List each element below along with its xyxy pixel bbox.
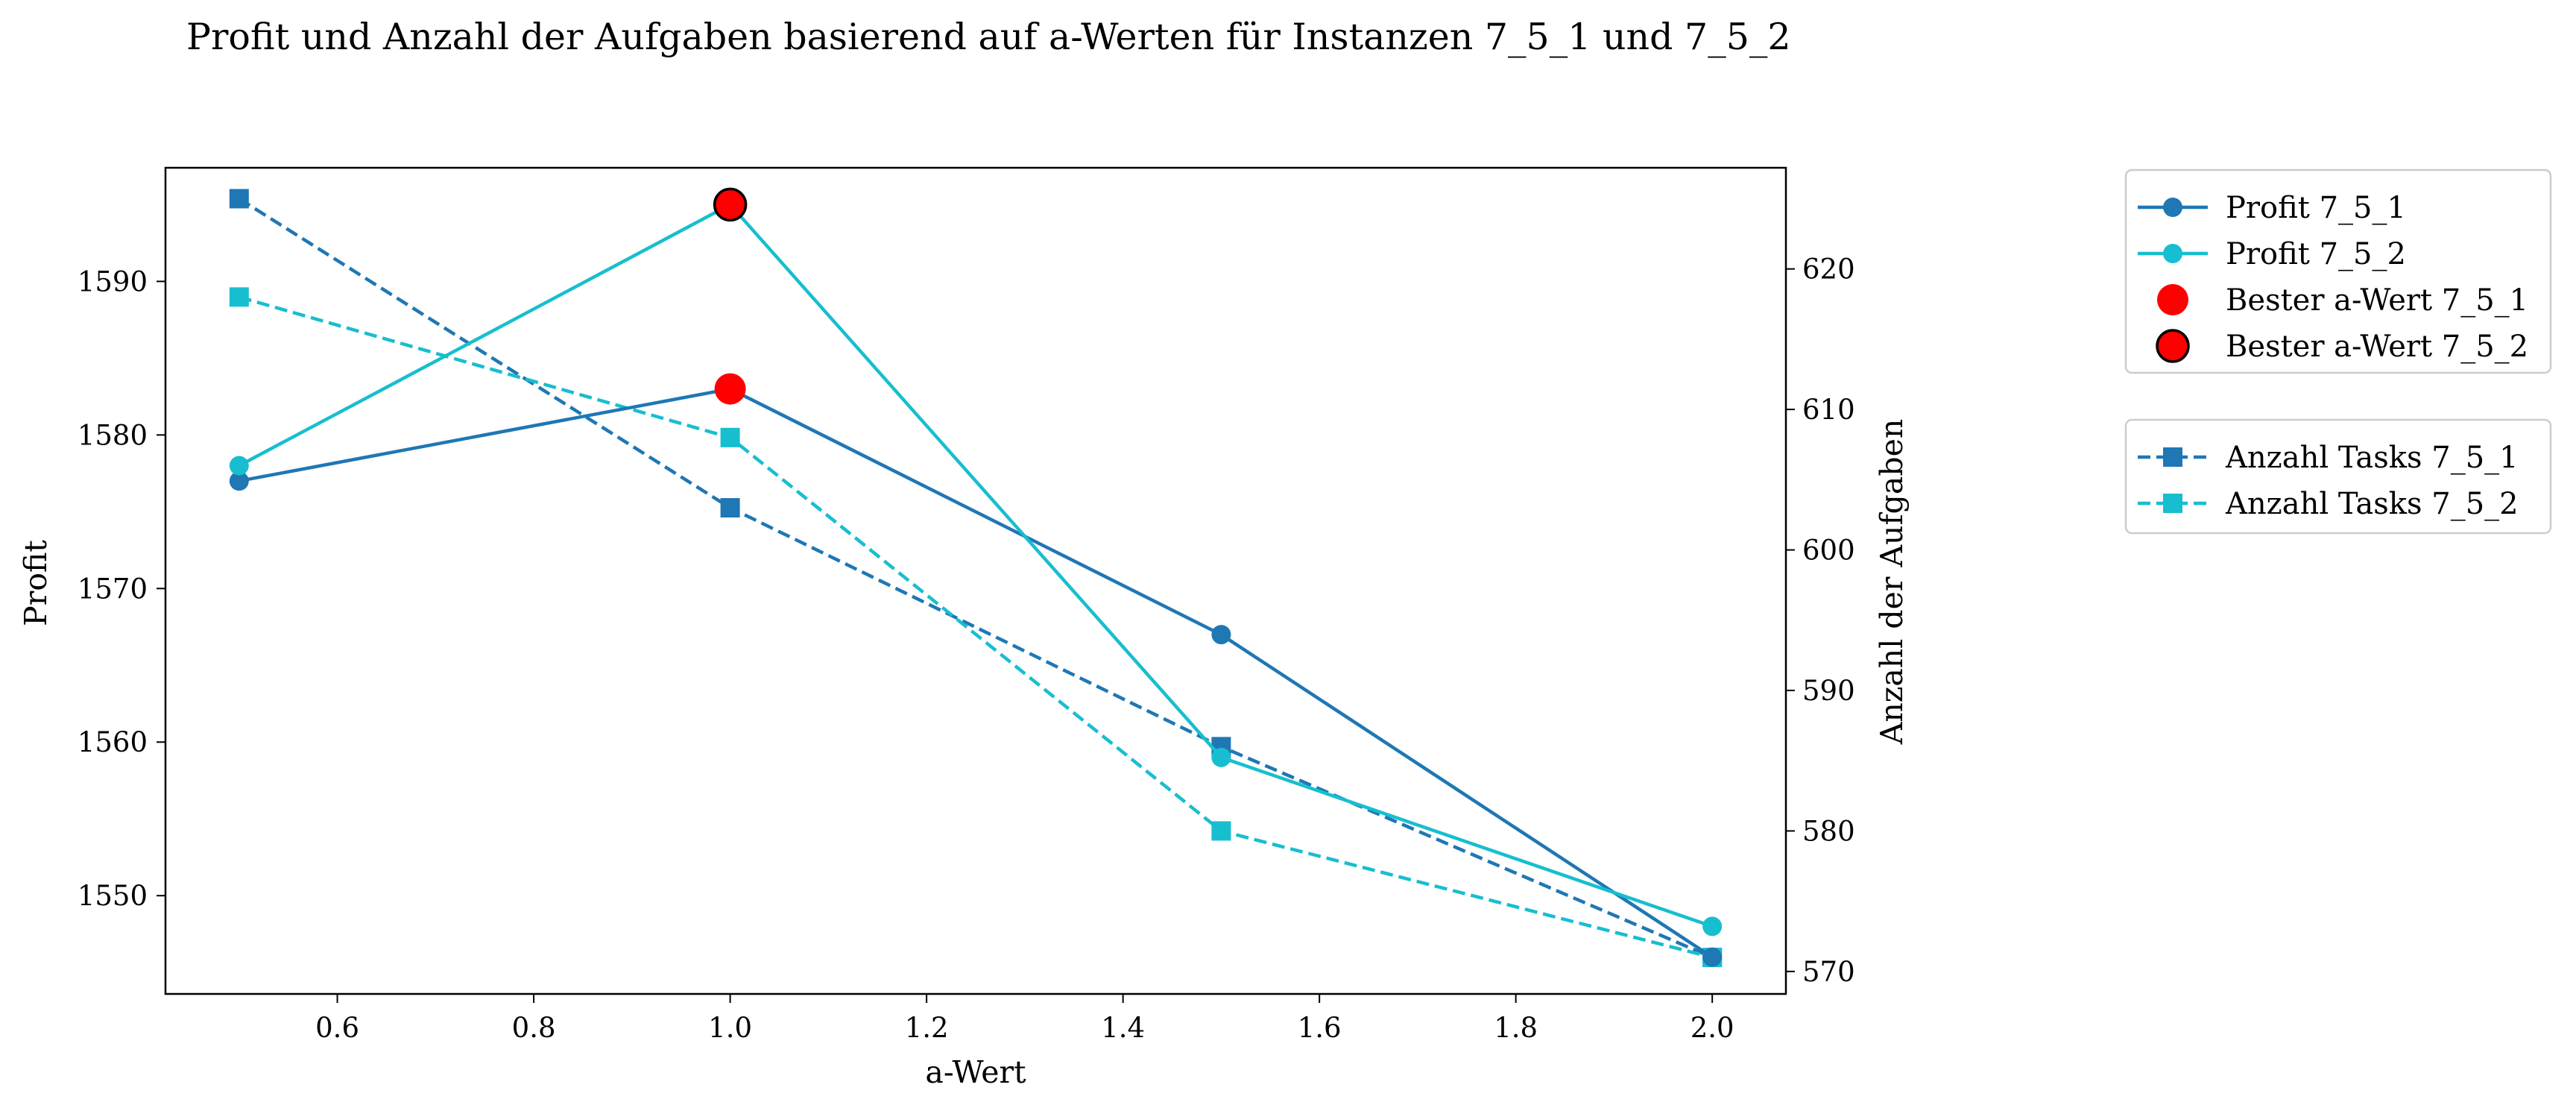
x-tick-label: 1.2 <box>905 1012 949 1044</box>
legend-label-profit-7-5-2: Profit 7_5_2 <box>2226 237 2406 271</box>
legend-box <box>2124 169 2552 374</box>
y-tick-label: 1550 <box>78 880 148 912</box>
x-tick-label: 0.8 <box>512 1012 556 1044</box>
y-tick-label: 1570 <box>78 573 148 605</box>
x-tick-label: 1.4 <box>1101 1012 1145 1044</box>
x-axis-label: a-Wert <box>925 1054 1026 1090</box>
data-point-profit-7-5-1 <box>1211 625 1231 645</box>
y-axis-label: Profit <box>18 540 54 626</box>
plot-frame <box>164 166 1787 995</box>
highlight-bester-a-wert-7-5-1 <box>714 373 746 405</box>
x-tick-label: 1.8 <box>1494 1012 1538 1044</box>
legend-label-bester-a-wert-7-5-2: Bester a-Wert 7_5_2 <box>2226 330 2528 364</box>
y2-tick-label: 570 <box>1802 956 1855 988</box>
y2-tick-label: 580 <box>1802 815 1855 847</box>
legend-marker-profit-7-5-2 <box>2163 244 2182 263</box>
data-point-anzahl-tasks-7-5-1 <box>229 189 249 209</box>
series-line-profit-7-5-2 <box>238 203 1713 928</box>
y2-tick-label: 610 <box>1802 394 1855 426</box>
data-point-profit-7-5-2 <box>1211 747 1231 767</box>
data-point-profit-7-5-1 <box>1702 947 1723 967</box>
y2-tick-label: 620 <box>1802 254 1855 286</box>
series-line-anzahl-tasks-7-5-1 <box>238 197 1714 960</box>
legend-label-profit-7-5-1: Profit 7_5_1 <box>2226 191 2406 225</box>
x-tick-label: 0.6 <box>315 1012 359 1044</box>
legend-label-anzahl-tasks-7-5-1: Anzahl Tasks 7_5_1 <box>2225 441 2519 475</box>
legend-marker-bester-a-wert-7-5-1 <box>2157 284 2188 315</box>
legend-marker-anzahl-tasks-7-5-1 <box>2163 447 2182 467</box>
data-point-profit-7-5-1 <box>229 471 249 491</box>
legend-box <box>2124 418 2552 535</box>
chart-title: Profit und Anzahl der Aufgaben basierend… <box>186 16 1791 58</box>
x-tick-label: 1.0 <box>708 1012 752 1044</box>
legend-label-anzahl-tasks-7-5-2: Anzahl Tasks 7_5_2 <box>2225 487 2519 521</box>
legend-marker-bester-a-wert-7-5-2 <box>2156 329 2190 363</box>
y2-tick-label: 590 <box>1802 675 1855 707</box>
data-point-profit-7-5-2 <box>1702 916 1723 937</box>
legend-marker-profit-7-5-1 <box>2163 198 2182 217</box>
data-point-anzahl-tasks-7-5-2 <box>720 427 740 447</box>
x-tick-label: 1.6 <box>1298 1012 1342 1044</box>
y2-axis-label: Anzahl der Aufgaben <box>1874 419 1910 746</box>
legend-label-bester-a-wert-7-5-1: Bester a-Wert 7_5_1 <box>2226 283 2528 318</box>
y2-tick-label: 600 <box>1802 535 1855 567</box>
data-point-anzahl-tasks-7-5-2 <box>1211 821 1231 841</box>
data-point-anzahl-tasks-7-5-1 <box>720 498 740 518</box>
series-line-profit-7-5-1 <box>239 387 1714 959</box>
y-tick-label: 1580 <box>78 419 148 451</box>
legend: Profit 7_5_1 Profit 7_5_2 Bester a-Wert 7_… <box>2124 169 2552 535</box>
y-tick-label: 1560 <box>78 726 148 758</box>
data-point-anzahl-tasks-7-5-2 <box>229 287 249 307</box>
highlight-bester-a-wert-7-5-2 <box>713 187 748 222</box>
data-point-profit-7-5-2 <box>229 456 249 476</box>
plot-area: 0.6 0.8 1.0 1.2 1.4 1.6 1.8 2.0 1550 1560 1570 1580… <box>78 166 1855 1044</box>
series-line-anzahl-tasks-7-5-2 <box>239 295 1713 960</box>
legend-marker-anzahl-tasks-7-5-2 <box>2163 494 2182 513</box>
x-tick-label: 2.0 <box>1690 1012 1734 1044</box>
y-tick-label: 1590 <box>78 265 148 298</box>
